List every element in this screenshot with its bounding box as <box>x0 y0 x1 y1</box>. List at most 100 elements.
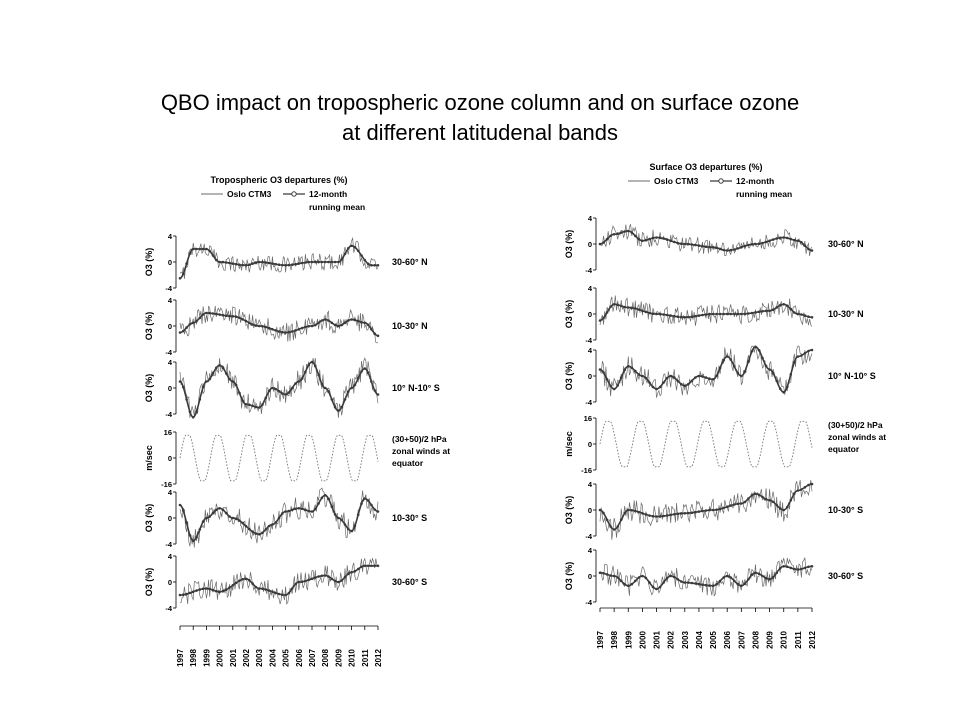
running-mean-marker <box>314 323 317 327</box>
running-mean-marker <box>750 350 754 353</box>
running-mean-marker <box>655 312 658 316</box>
panel-y-tick-label: -4 <box>585 532 592 541</box>
running-mean-marker <box>267 524 271 528</box>
running-mean-marker <box>327 497 330 501</box>
running-mean-marker <box>672 314 676 318</box>
panel-y-label: O3 (%) <box>144 504 154 533</box>
running-mean-marker <box>182 329 185 333</box>
running-mean-marker <box>612 574 616 578</box>
running-mean-marker <box>323 318 327 321</box>
running-mean-marker <box>725 249 729 252</box>
running-mean-marker <box>188 533 192 537</box>
running-mean-marker <box>277 516 281 520</box>
running-mean-marker <box>605 573 609 576</box>
panel-y-label: m/sec <box>144 445 154 471</box>
panel-y-tick-label: -4 <box>165 540 172 549</box>
running-mean-marker <box>803 352 807 355</box>
wind-series-line <box>599 420 813 468</box>
running-mean-marker <box>715 374 718 378</box>
running-mean-marker <box>228 261 231 265</box>
running-mean-marker <box>708 312 711 316</box>
running-mean-marker <box>683 384 687 388</box>
running-mean-marker <box>778 507 782 510</box>
running-mean-marker <box>294 507 297 511</box>
running-mean-marker <box>251 404 254 408</box>
running-mean-marker <box>740 502 743 505</box>
running-mean-marker <box>370 380 373 383</box>
running-mean-marker <box>655 387 658 391</box>
running-mean-marker <box>317 260 320 264</box>
running-mean-marker <box>612 303 616 306</box>
running-mean-marker <box>215 366 218 370</box>
running-mean-marker <box>757 493 761 497</box>
running-mean-marker <box>284 393 287 396</box>
panel-y-label: O3 (%) <box>144 248 154 277</box>
running-mean-marker <box>627 365 630 368</box>
running-mean-marker <box>644 238 648 242</box>
running-mean-marker <box>722 576 725 579</box>
running-mean-marker <box>619 518 623 522</box>
running-mean-marker <box>244 403 248 406</box>
running-mean-marker <box>271 386 274 390</box>
panel-y-label: O3 (%) <box>144 312 154 341</box>
running-mean-marker <box>353 245 357 249</box>
running-mean-marker <box>191 321 195 325</box>
model-series-line <box>179 305 379 344</box>
legend-model-label: Oslo CTM3 <box>227 189 272 199</box>
running-mean-marker <box>360 370 363 373</box>
running-mean-marker <box>218 590 221 594</box>
running-mean-marker <box>655 587 658 591</box>
x-tick-label: 2001 <box>653 631 662 649</box>
running-mean-marker <box>648 514 651 517</box>
panel-y-tick-label: 4 <box>588 546 593 555</box>
running-mean-marker <box>680 382 683 386</box>
running-mean-marker <box>198 528 202 531</box>
panel-y-tick-label: 0 <box>168 258 172 267</box>
running-mean-marker <box>623 230 626 233</box>
running-mean-marker <box>264 588 268 591</box>
running-mean-marker <box>786 565 789 569</box>
running-mean-marker <box>307 509 311 513</box>
running-mean-marker <box>609 574 612 577</box>
running-mean-marker <box>366 323 370 327</box>
running-mean-marker <box>353 524 357 528</box>
running-mean-marker <box>340 579 344 582</box>
running-mean-marker <box>231 315 235 318</box>
running-mean-marker <box>627 508 630 512</box>
running-mean-marker <box>182 509 185 512</box>
running-mean-marker <box>228 377 231 381</box>
model-series-line <box>179 236 379 279</box>
running-mean-marker <box>257 260 261 264</box>
panel-label-wind3: equator <box>828 444 860 454</box>
running-mean-marker <box>676 512 679 516</box>
x-tick-label: 2003 <box>255 649 264 667</box>
running-mean-marker <box>297 328 301 331</box>
running-mean-marker <box>211 254 215 257</box>
running-mean-marker <box>370 264 373 267</box>
running-mean-marker <box>376 334 380 338</box>
running-mean-marker <box>274 591 278 595</box>
running-mean-marker <box>188 410 192 414</box>
running-mean-marker <box>690 315 694 319</box>
running-mean-marker <box>630 231 634 234</box>
running-mean-marker <box>669 513 672 517</box>
running-mean-marker <box>287 391 291 394</box>
running-mean-marker <box>743 312 747 316</box>
running-mean-marker <box>224 511 228 515</box>
running-mean-marker <box>605 237 609 241</box>
running-mean-marker <box>764 497 768 501</box>
slide-title: QBO impact on tropospheric ozone column … <box>100 88 860 148</box>
running-mean-marker <box>310 324 314 328</box>
panel-y-tick-label: -4 <box>165 348 172 357</box>
running-mean-marker <box>201 385 205 389</box>
x-tick-label: 2009 <box>334 649 343 667</box>
panel-y-tick-label: 4 <box>588 346 593 355</box>
running-mean-marker <box>320 319 324 322</box>
figure-tropospheric: Tropospheric O3 departures (%) Oslo CTM3 1… <box>144 175 450 667</box>
running-mean-marker <box>198 247 202 251</box>
running-mean-marker <box>343 575 347 579</box>
x-tick-label: 1999 <box>624 631 633 649</box>
running-mean-marker <box>208 311 211 315</box>
running-mean-marker <box>333 323 337 327</box>
running-mean-marker <box>327 319 330 322</box>
